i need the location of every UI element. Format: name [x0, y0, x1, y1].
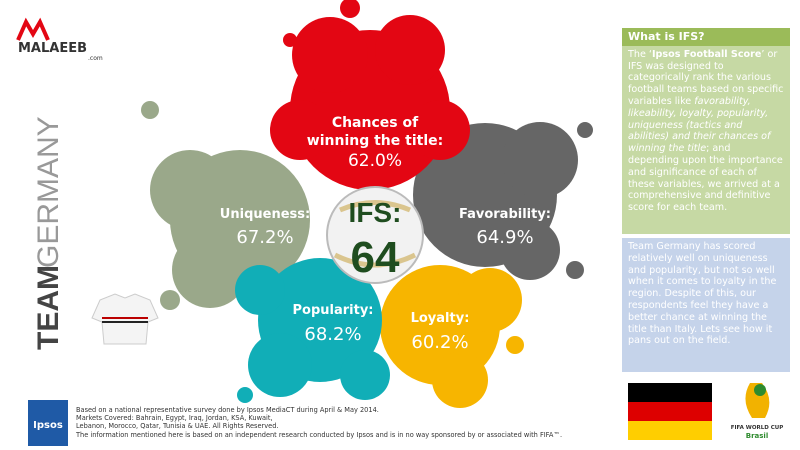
world-cup-logo: FIFA WORLD CUP Brasil	[731, 383, 784, 440]
summary: Team Germany has scored relatively well …	[622, 238, 790, 372]
jersey	[91, 293, 159, 345]
footnote-line: Lebanon, Morocco, Qatar, Tunisia & UAE. …	[76, 422, 279, 431]
text: ; and depending upon the importance and …	[628, 143, 783, 214]
footnote: Based on a national representative surve…	[76, 406, 562, 439]
text-bold: Ipsos Football Score	[651, 48, 762, 60]
score-value: 64	[351, 233, 400, 282]
metric-value: 60.2%	[411, 332, 468, 353]
text: The ‘	[628, 48, 652, 60]
metric-label: Chances of	[332, 115, 419, 131]
metric-value: 62.0%	[348, 151, 402, 171]
ifs-box: What is IFS? The ‘Ipsos Football Score’ …	[622, 28, 790, 234]
metric-value: 67.2%	[236, 227, 293, 248]
metric-label: Favorability:	[459, 207, 551, 222]
ifs-body: The ‘Ipsos Football Score’ or IFS was de…	[622, 46, 790, 217]
metric-label: Uniqueness:	[220, 207, 310, 222]
metric-label: Popularity:	[292, 303, 373, 318]
team-title: TEAM GERMANY	[32, 116, 65, 350]
metric-label: winning the title:	[307, 133, 443, 149]
team-word: TEAM	[32, 265, 65, 350]
metric-value: 68.2%	[304, 324, 361, 345]
ipsos-logo: Ipsos	[28, 400, 68, 446]
logo: MALAEEB .com	[16, 17, 103, 62]
score-label: IFS:	[349, 197, 402, 228]
metric-label: Loyalty:	[411, 311, 470, 326]
team-name: GERMANY	[32, 116, 65, 268]
footnote-line: Markets Covered: Bahrain, Egypt, Iraq, J…	[76, 414, 273, 423]
metric-value: 64.9%	[476, 227, 533, 248]
footnote-line: Based on a national representative surve…	[76, 406, 379, 414]
metrics: Chances of winning the title: 62.0% Uniq…	[220, 115, 551, 353]
text: ’ or IFS was designed to categorically r…	[628, 48, 784, 107]
flag	[628, 383, 712, 440]
ipsos-name: Ipsos	[33, 420, 63, 431]
footnote-line: The information mentioned here is based …	[76, 430, 563, 439]
text-italic: favorability, likeability, loyalty, popu…	[628, 95, 771, 155]
wc-line2: Brasil	[746, 432, 768, 440]
ball	[326, 186, 424, 284]
ifs-heading: What is IFS?	[622, 28, 790, 46]
logo-name: MALAEEB	[18, 41, 87, 56]
logo-domain: .com	[88, 55, 103, 62]
splatters	[141, 0, 593, 408]
wc-line1: FIFA WORLD CUP	[731, 425, 784, 431]
